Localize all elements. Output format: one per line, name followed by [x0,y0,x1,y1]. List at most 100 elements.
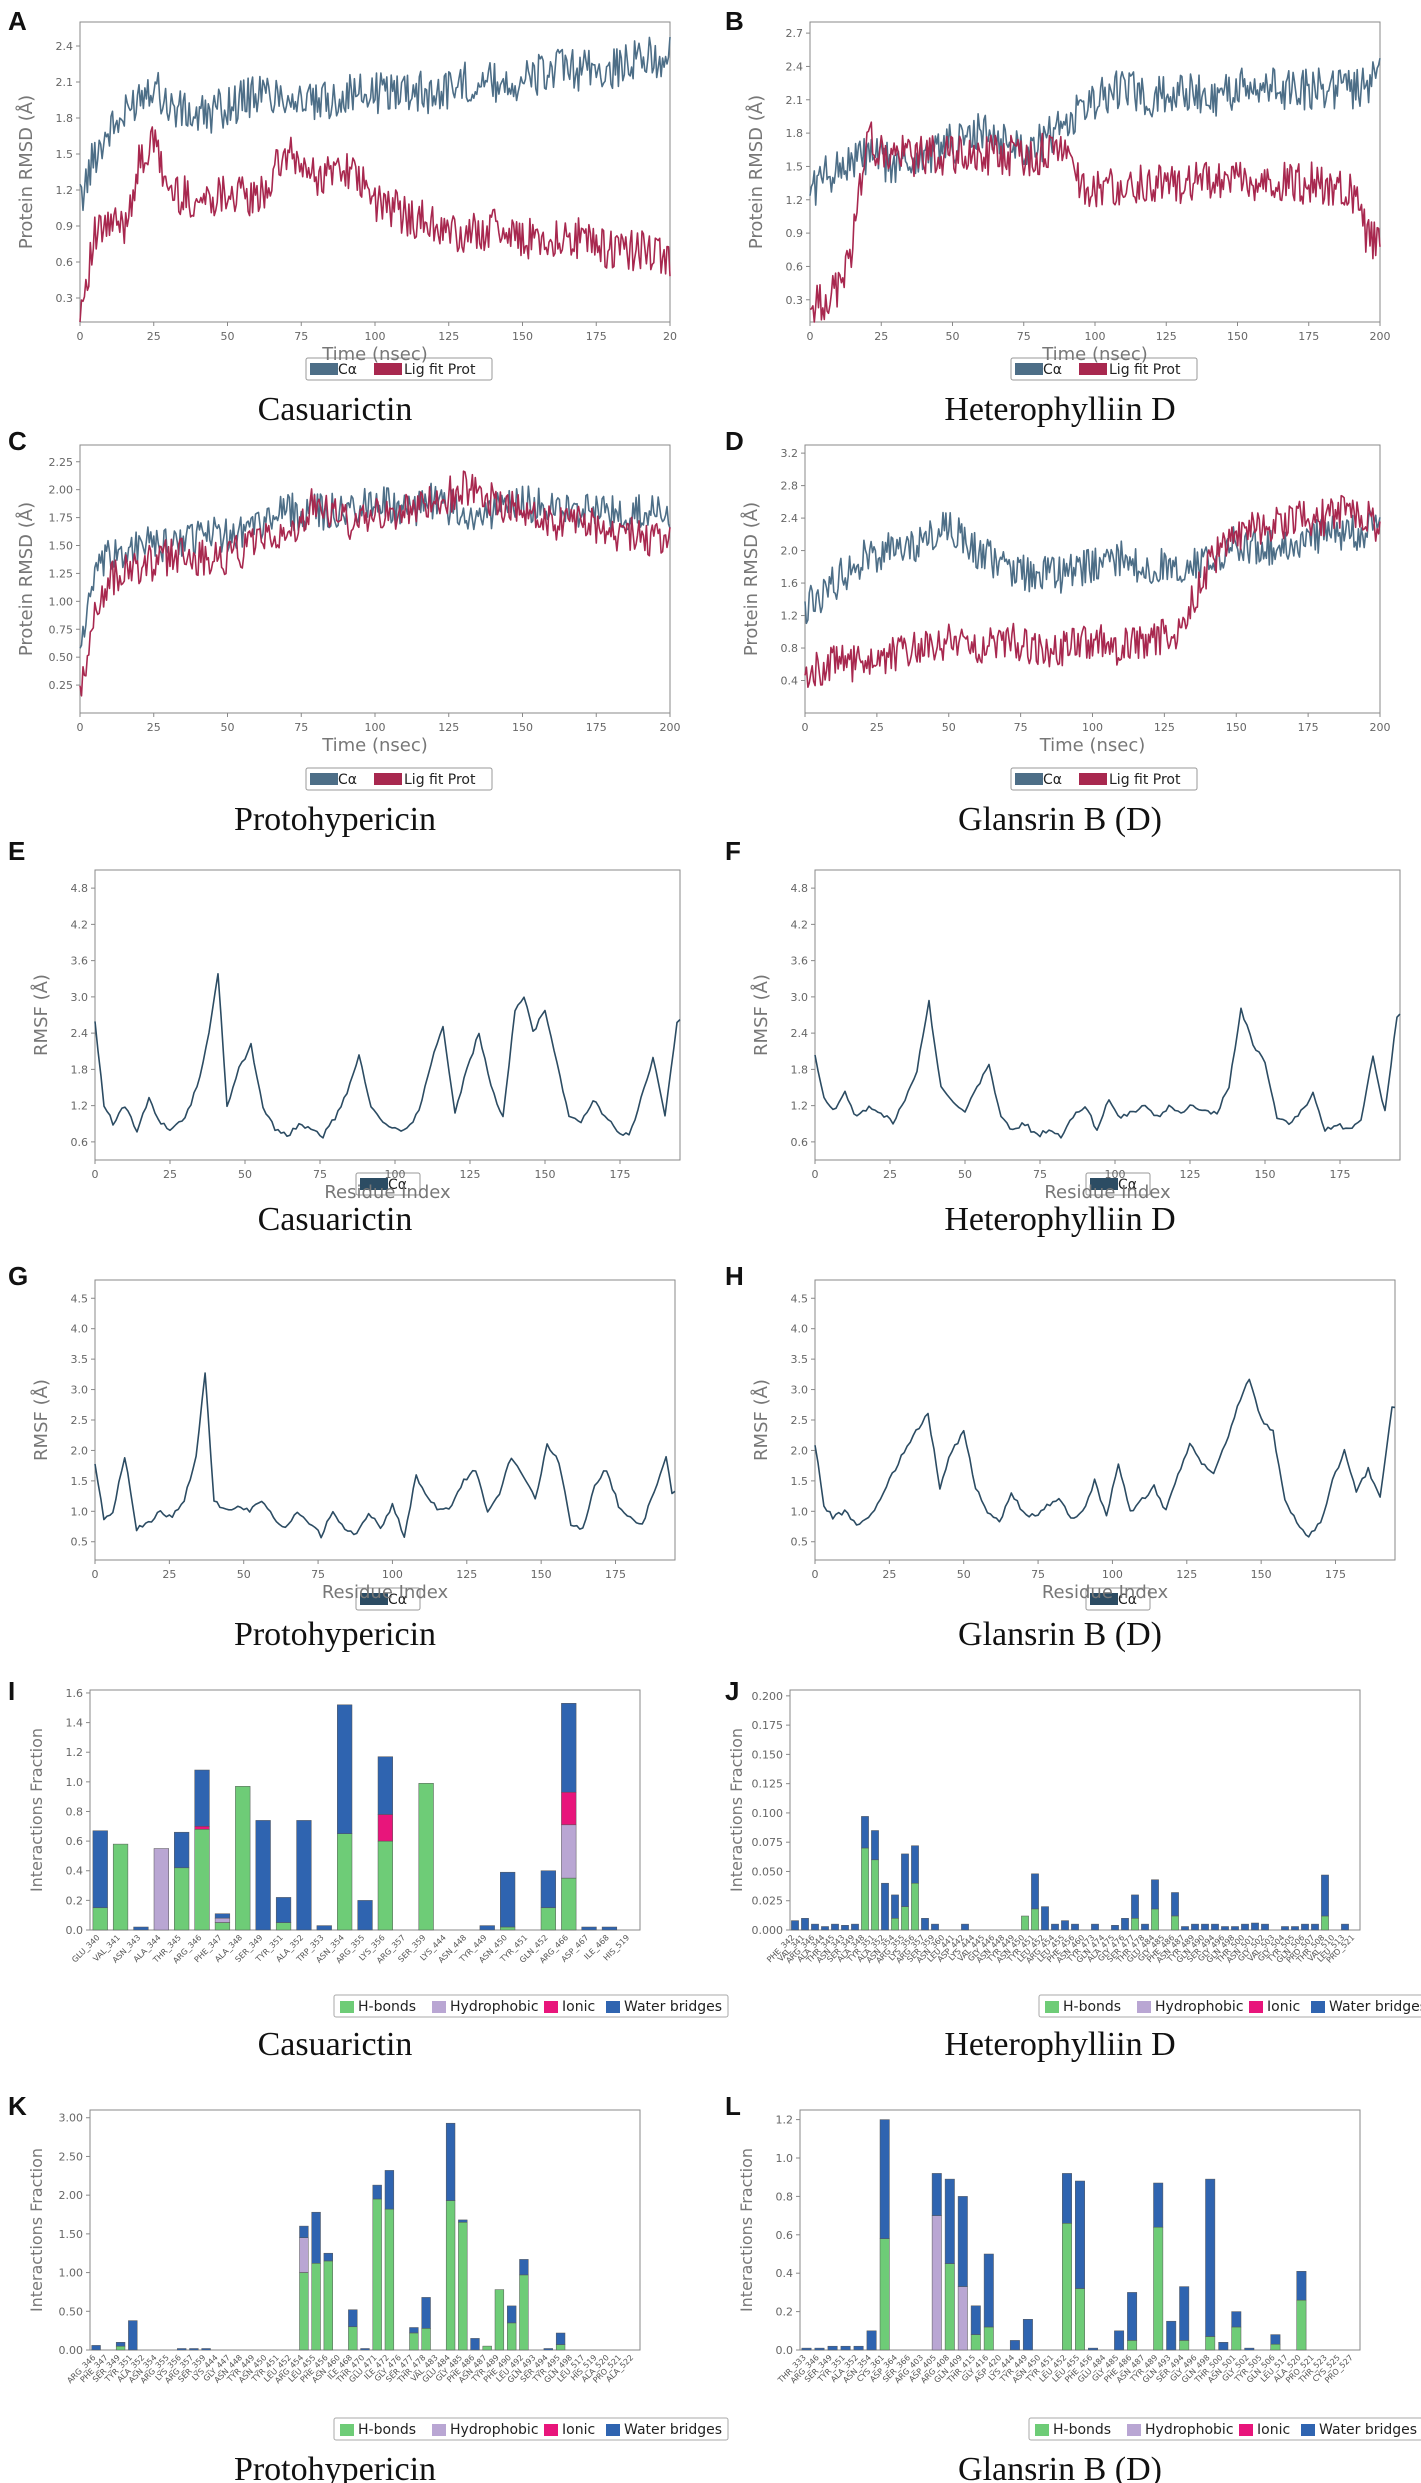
y-tick-label: 3.0 [71,1384,89,1397]
x-tick-label: 0 [92,1568,99,1581]
panel-h: H Glansrin B (D) 0.5 1.0 1.5 2.0 2.5 3.0 3.5 4.0 4… [725,1261,1396,1653]
bar-water-bridges [421,2297,431,2329]
panel-e: E Casuarictin 0.6 1.2 1.8 2.4 3.0 3.6 4.2 4.8 RMSF… [8,836,681,1238]
panel-letter: I [8,1676,15,1706]
bar-water-bridges [507,2305,517,2324]
x-tick-label: 100 [382,1568,403,1581]
y-tick-label: 2.25 [49,456,74,469]
x-tick-label: 125 [438,330,459,343]
panel-caption: Heterophylliin D [944,1201,1175,1238]
bar-water-bridges [851,1923,859,1931]
plot-frame [814,1279,1396,1561]
x-tick-label: 50 [958,1168,972,1181]
bar-water-bridges [128,2320,138,2351]
bar-water-bridges [1270,2334,1281,2345]
bar-water-bridges [115,2342,126,2347]
legend-label: Ionic [1267,1999,1300,2015]
legend-label: Water bridges [624,2422,722,2438]
bar-water-bridges [1201,1923,1209,1931]
bar-water-bridges [1231,1926,1239,1931]
y-tick-label: 1.4 [66,1717,84,1730]
y-tick-label: 1.0 [791,1505,809,1518]
legend-label: Hydrophobic [1145,2422,1234,2438]
series-line-ca [79,36,671,212]
bar-water-bridges [296,1820,312,1931]
legend-label: Hydrophobic [450,2422,539,2438]
y-tick-label: 0.6 [56,256,74,269]
legend-swatch [1249,2001,1263,2013]
panel-d: D Glansrin B (D) 0.4 0.8 1.2 1.6 2.0 2.4 2.8 3.2 P… [725,426,1391,838]
bar-water-bridges [791,1920,799,1931]
x-tick-label: 50 [221,721,235,734]
bar-water-bridges [1114,2330,1125,2351]
bar-water-bridges [384,2170,395,2210]
y-tick-label: 0.4 [66,1865,84,1878]
y-tick-label: 1.2 [71,1100,89,1113]
bar-water-bridges [174,1831,190,1869]
panel-letter: K [8,2091,27,2121]
y-tick-label: 3.0 [791,991,809,1004]
bar-water-bridges [337,1704,353,1834]
y-tick-label: 4.8 [71,882,89,895]
panel-i: I Casuarictin 0.0 0.2 0.4 0.6 0.8 1.0 1.2 1.4 1.6 I… [8,1676,729,2063]
y-tick-label: 1.0 [66,1776,84,1789]
bar-water-bridges [1088,2347,1098,2351]
series-line-lig-fit-prot [79,126,671,323]
bar-water-bridges [470,2338,480,2351]
y-tick-label: 1.5 [786,160,804,173]
plot-frame [89,2109,641,2351]
y-tick-label: 1.8 [786,127,804,140]
bar-hydrophobic [931,2215,942,2351]
y-tick-label: 0.9 [786,227,804,240]
x-tick-label: 100 [385,1168,406,1181]
bar-hydrophobic [299,2237,309,2273]
panel-caption: Glansrin B (D) [958,801,1162,838]
bar-water-bridges [214,1913,231,1919]
y-tick-label: 1.8 [56,112,74,125]
x-tick-label: 100 [1105,1168,1126,1181]
bar-water-bridges [581,1926,597,1931]
x-tick-label: 75 [311,1568,325,1581]
bar-h-bonds [1031,1908,1039,1931]
bar-h-bonds [911,1882,919,1931]
y-tick-label: 0.3 [56,292,74,305]
bar-h-bonds [482,2345,492,2351]
series-line-ca [94,1372,676,1539]
legend-swatch [1015,773,1043,785]
bar-water-bridges [821,1926,829,1931]
y-tick-label: 1.2 [56,184,74,197]
bar-h-bonds [377,1840,393,1931]
bar-water-bridges [1171,1892,1179,1917]
bar-water-bridges [1153,2182,1164,2228]
bar-h-bonds [983,2326,994,2351]
bar-h-bonds [418,1783,434,1931]
bar-water-bridges [1181,1926,1189,1931]
bar-water-bridges [871,1830,879,1861]
y-tick-label: 0.150 [752,1748,784,1761]
y-tick-label: 3.0 [791,1384,809,1397]
y-tick-label: 2.50 [59,2150,84,2163]
bar-hydrophobic [561,1824,577,1879]
x-tick-label: 150 [1255,1168,1276,1181]
plot-frame [79,444,671,714]
y-tick-label: 0.200 [752,1690,784,1703]
x-tick-label: 125 [438,721,459,734]
y-tick-label: 2.00 [59,2189,84,2202]
y-tick-label: 0.000 [752,1924,784,1937]
legend-label: Lig fit Prot [1109,772,1181,788]
legend-swatch [432,2424,446,2436]
x-tick-label: 75 [1031,1568,1045,1581]
x-tick-label: 175 [610,1168,631,1181]
bar-water-bridges [133,1926,149,1931]
bar-water-bridges [861,1816,869,1849]
y-tick-label: 1.2 [786,194,804,207]
bar-water-bridges [500,1871,516,1928]
legend-label: Hydrophobic [450,1999,539,2015]
y-tick-label: 3.0 [71,991,89,1004]
bar-water-bridges [1151,1879,1159,1910]
y-tick-label: 0.075 [752,1836,784,1849]
x-tick-label: 100 [1085,330,1106,343]
x-axis-label: Residue Index [324,1182,451,1203]
bar-water-bridges [194,1769,210,1827]
x-tick-label: 25 [147,721,161,734]
